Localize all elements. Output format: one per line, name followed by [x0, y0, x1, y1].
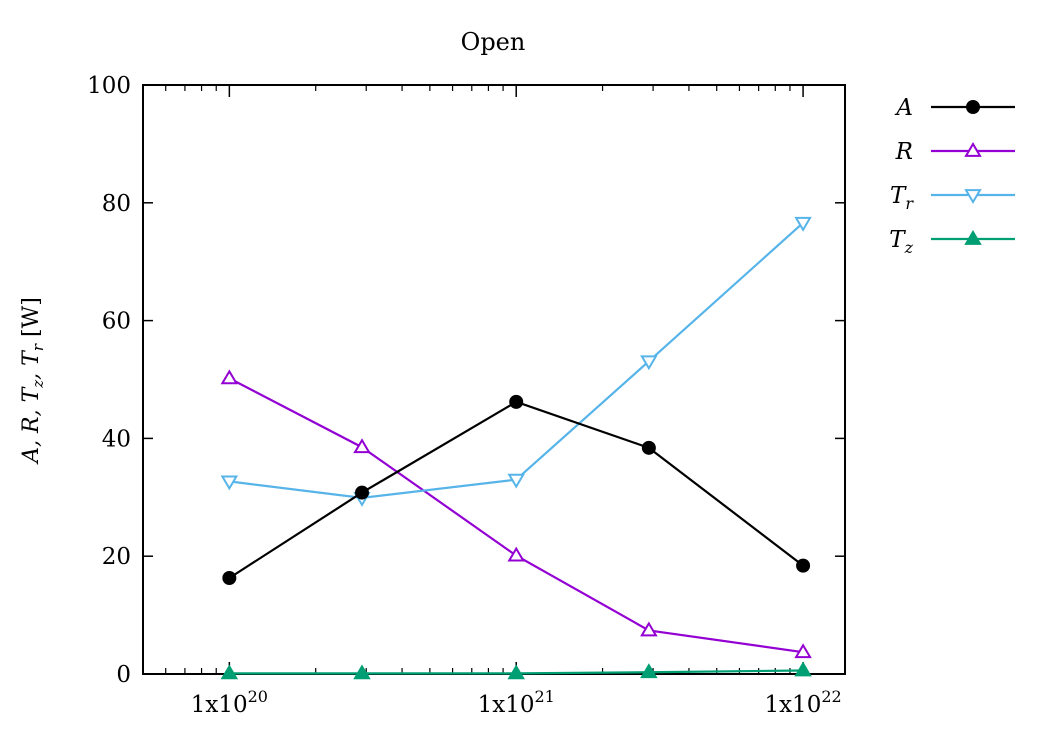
data-point	[507, 546, 525, 562]
legend: AR Tr Tz	[889, 95, 1015, 257]
series-a	[222, 394, 811, 585]
legend-label: A	[894, 95, 913, 121]
legend-item: R	[895, 139, 1015, 165]
data-point	[220, 475, 239, 491]
data-point	[794, 661, 812, 677]
legend-item: Tr	[890, 183, 1015, 213]
legend-label: R	[895, 139, 913, 165]
data-point	[220, 664, 239, 680]
y-tick-label: 60	[102, 309, 131, 335]
y-axis-label: A, R, Tz, Tr [W]	[19, 297, 47, 465]
series-t-r	[220, 216, 812, 507]
legend-marker	[966, 100, 980, 114]
data-point	[796, 558, 811, 573]
series-layer	[220, 216, 812, 680]
legend-item: Tz	[889, 227, 1015, 257]
x-tick-label: 1x1020	[191, 687, 268, 718]
data-point	[354, 485, 369, 500]
data-point	[640, 663, 658, 679]
y-tick-label: 40	[102, 426, 131, 452]
series-line	[228, 377, 804, 654]
data-point	[220, 369, 239, 385]
data-point	[794, 643, 812, 659]
data-point	[353, 664, 371, 680]
series-line	[229, 222, 804, 499]
data-point	[640, 621, 658, 637]
data-point	[794, 216, 812, 232]
data-point	[353, 438, 371, 454]
data-point	[641, 440, 656, 455]
y-tick-label: 0	[116, 662, 131, 688]
y-tick-label: 100	[87, 73, 131, 99]
plot-area-frame	[142, 84, 846, 675]
x-tick-label: 1x1022	[764, 687, 841, 718]
legend-item: A	[894, 95, 1015, 121]
legend-marker	[964, 230, 982, 245]
axis-tick-labels: 0 20 40 60 80 100 1x1020 1x1021 1x1022	[87, 73, 842, 718]
data-point	[509, 394, 524, 409]
legend-marker	[964, 189, 982, 204]
y-tick-label: 20	[102, 544, 131, 570]
chart-title: Open	[461, 28, 526, 56]
axis-ticks	[143, 84, 845, 675]
legend-label: Tr	[890, 183, 914, 213]
series-t-z	[220, 661, 812, 680]
y-tick-label: 80	[102, 191, 131, 217]
legend-label: Tz	[889, 227, 913, 257]
data-point	[507, 664, 525, 680]
legend-marker	[964, 142, 982, 157]
x-tick-label: 1x1021	[478, 687, 555, 718]
data-point	[640, 355, 658, 371]
series-r	[220, 369, 812, 659]
data-point	[507, 473, 525, 489]
data-point	[222, 570, 237, 585]
